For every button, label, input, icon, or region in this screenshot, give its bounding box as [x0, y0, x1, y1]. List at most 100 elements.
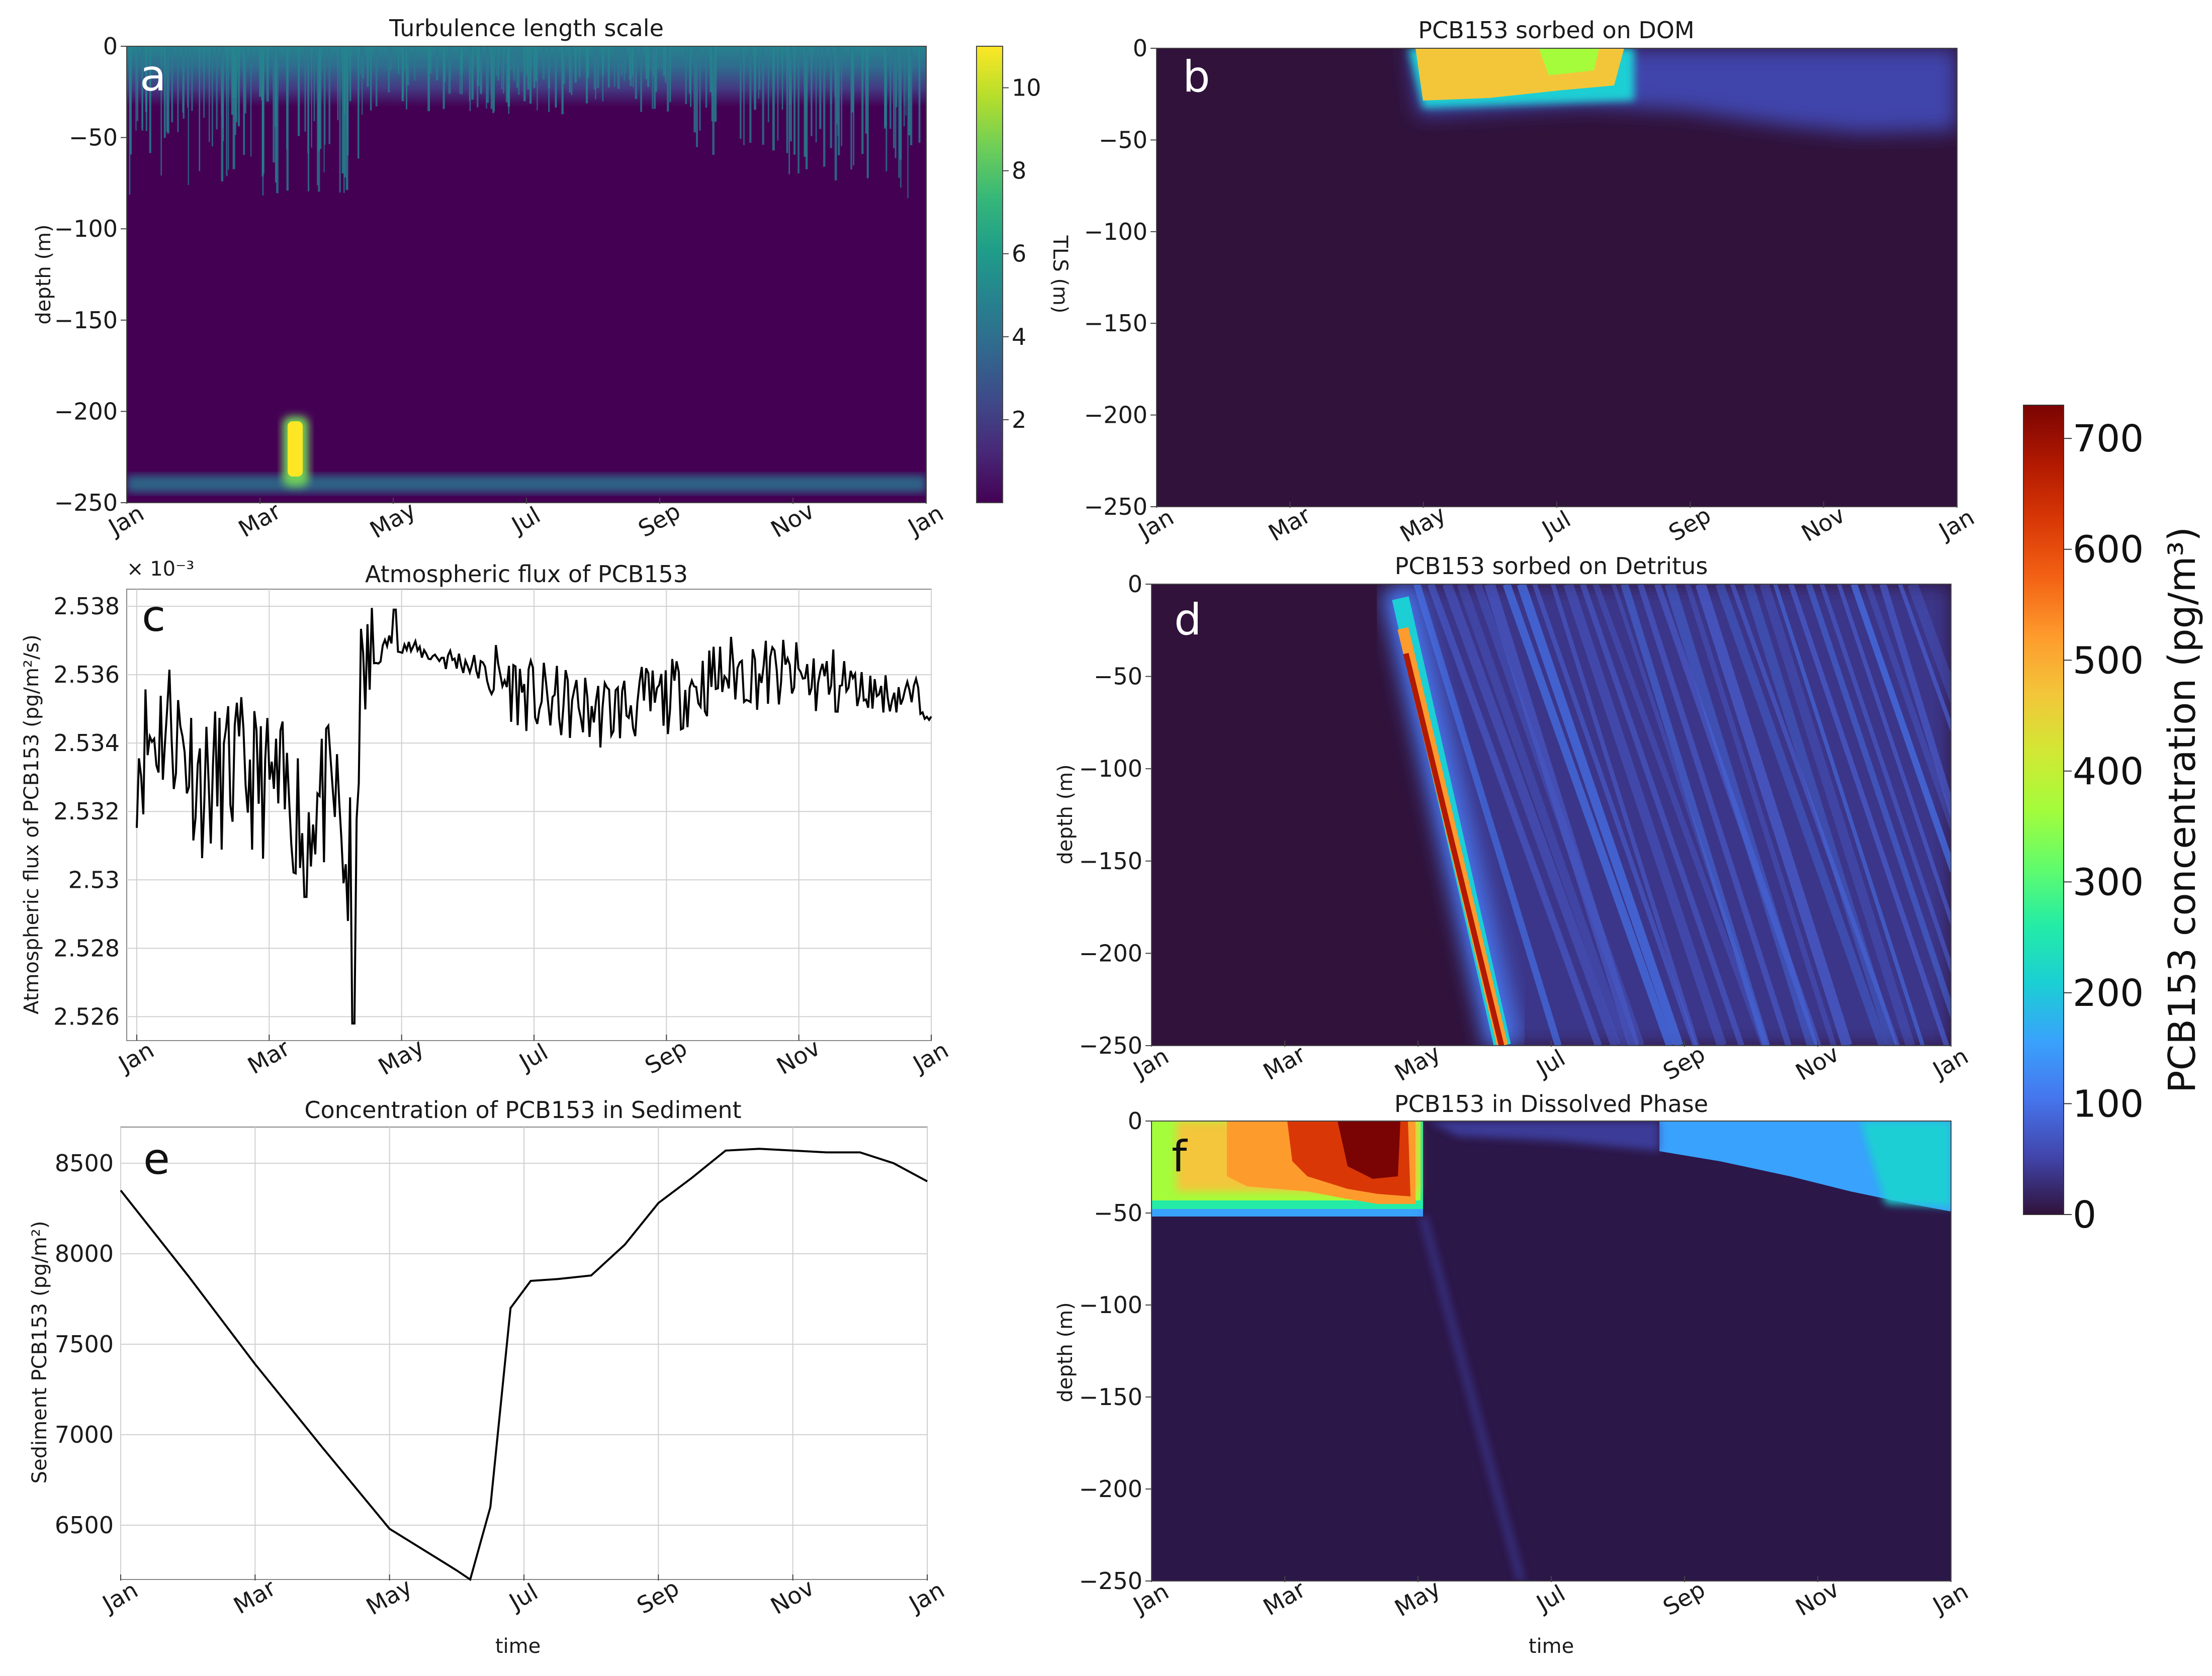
panel-d-letter: d	[1174, 595, 1202, 645]
panel-d-streak	[1806, 584, 1951, 1019]
panel-a-heatmap	[127, 46, 926, 503]
panel-d-streak	[1837, 584, 1951, 927]
panel-c: Atmospheric flux of PCB153 × 10⁻³ c 2.52…	[20, 557, 953, 1080]
panel-c-xtick-label: Jan	[113, 1036, 158, 1078]
panel-e-xtick-label: Nov	[766, 1573, 819, 1620]
panel-f-summer-layer	[1428, 1121, 1659, 1151]
panel-b-ytick-label: −150	[1084, 310, 1147, 337]
panel-b-ytick-label: −250	[1084, 493, 1147, 520]
panel-a-ytick-label: −100	[54, 215, 118, 242]
panel-f-xtick-label: Nov	[1791, 1575, 1844, 1621]
panel-d-streak	[1637, 584, 1792, 1046]
tls-colorbar-tick-label: 10	[1012, 74, 1041, 102]
panel-a-xtick-label: Jul	[506, 501, 545, 539]
panel-c-xtick-label: Jul	[513, 1038, 553, 1076]
panel-c-ytick-label: 2.538	[53, 593, 120, 620]
tls-colorbar-label: TLS (m)	[1048, 235, 1072, 314]
panel-d-streak	[1715, 584, 1888, 1046]
panel-f-y-ticks: 0 −50 −100 −150 −200 −250	[1079, 1107, 1152, 1595]
panel-a-letter: a	[140, 51, 166, 101]
panel-a: Turbulence length scale a 0 −50 −100 −150 −2…	[32, 15, 1072, 543]
panel-b-y-ticks: 0 −50 −100 −150 −200 −250	[1084, 35, 1157, 520]
panel-b-xtick-label: Nov	[1797, 501, 1849, 547]
pcb-colorbar-tick-label: 700	[2073, 417, 2144, 460]
panel-d-streak	[1759, 584, 1915, 1046]
panel-b-heatmap	[1157, 48, 1957, 507]
panel-a-ytick-label: −50	[69, 124, 118, 151]
panel-e-xtick-label: Jan	[903, 1576, 949, 1618]
panel-c-series-line	[136, 608, 932, 1025]
pcb-colorbar-ticks: 0 100 200 300 400 500 600 700	[2064, 417, 2144, 1237]
panel-c-xtick-label: Jan	[907, 1036, 953, 1078]
panel-a-title: Turbulence length scale	[389, 15, 664, 42]
panel-c-multiplier: × 10⁻³	[127, 557, 194, 581]
panel-c-title: Atmospheric flux of PCB153	[365, 561, 688, 588]
panel-b-x-ticks: Jan Mar May Jul Sep Nov Jan	[1132, 500, 1979, 547]
panel-d-streak	[1532, 584, 1698, 1046]
panel-d-xtick-label: Mar	[1259, 1040, 1310, 1085]
panel-e-ytick-label: 8500	[55, 1150, 114, 1177]
panel-f-heatmap	[1152, 1121, 1951, 1581]
panel-d-ylabel: depth (m)	[1054, 764, 1077, 864]
pcb-colorbar-tick-label: 600	[2073, 528, 2144, 572]
pcb-colorbar-label: PCB153 concentration (pg/m³)	[2161, 527, 2204, 1093]
panel-e-ytick-label: 7000	[55, 1421, 114, 1448]
panel-c-y-ticks: 2.526 2.528 2.53 2.532 2.534 2.536 2.538	[53, 593, 120, 1030]
pcb-colorbar-tick-label: 400	[2073, 750, 2144, 793]
panel-d-streak	[1457, 584, 1629, 1046]
panel-a-xtick-label: Nov	[766, 497, 819, 543]
panel-e-letter: e	[143, 1134, 170, 1184]
panel-d-streak	[1743, 584, 1897, 1046]
panel-b-ytick-label: 0	[1133, 35, 1147, 62]
panel-c-ytick-label: 2.528	[53, 935, 120, 962]
panel-f-peak-core	[1338, 1121, 1400, 1179]
panel-f-xtick-label: Sep	[1658, 1575, 1710, 1621]
panel-f: PCB153 in Dissolved Phase f 0 −50 −100 −150…	[1054, 1090, 1973, 1658]
panel-d-streak	[1413, 584, 1562, 1046]
panel-f-ytick-label: 0	[1128, 1107, 1142, 1135]
panel-e-xtick-label: Sep	[632, 1574, 683, 1619]
panel-f-xtick-label: Jul	[1531, 1579, 1570, 1618]
panel-d-streak	[1695, 584, 1852, 1046]
tls-colorbar-bar	[976, 46, 1003, 503]
panel-d-pulse-core	[1403, 653, 1505, 1046]
tls-colorbar-tick-label: 8	[1012, 157, 1026, 184]
panel-c-ytick-label: 2.534	[53, 729, 120, 757]
panel-d-streak	[1879, 584, 1951, 819]
panel-d-x-ticks: Jan Mar May Jul Sep Nov Jan	[1127, 1039, 1973, 1086]
panel-a-ytick-label: −200	[54, 398, 118, 425]
panel-e-grid	[120, 1127, 928, 1579]
panel-c-grid	[127, 589, 932, 1041]
panel-f-xtick-label: Mar	[1259, 1575, 1310, 1621]
panel-d-streak	[1907, 584, 1951, 705]
panel-d-streak	[1773, 584, 1925, 1046]
panel-e: Concentration of PCB153 in Sediment e 65…	[28, 1096, 949, 1658]
panel-d-streak	[1850, 584, 1951, 875]
panel-d-streak	[1580, 584, 1744, 1046]
panel-e-xtick-label: Mar	[229, 1574, 280, 1619]
pcb-colorbar-tick-label: 500	[2073, 639, 2144, 682]
panel-e-ytick-label: 7500	[55, 1331, 114, 1358]
panel-a-xtick-label: Jan	[902, 499, 948, 541]
panel-c-ylabel: Atmospheric flux of PCB153 (pg/m²/s)	[20, 634, 43, 1014]
panel-c-letter: c	[142, 591, 165, 641]
panel-b-xtick-label: Mar	[1264, 501, 1315, 546]
panel-b-ytick-label: −50	[1099, 126, 1147, 153]
panel-e-ytick-label: 8000	[55, 1240, 114, 1267]
panel-d-xtick-label: Jan	[1927, 1042, 1973, 1084]
panel-e-title: Concentration of PCB153 in Sediment	[304, 1096, 741, 1124]
panel-d-streak	[1517, 584, 1684, 1046]
panel-d: PCB153 sorbed on Detritus d 0 −50 −100 −150…	[1054, 552, 1973, 1086]
panel-d-xtick-label: Nov	[1791, 1040, 1844, 1086]
panel-d-streak	[1592, 584, 1767, 1046]
panel-f-xlabel: time	[1529, 1635, 1574, 1658]
pcb-colorbar: 0 100 200 300 400 500 600 700 PCB153 concentrat…	[2023, 405, 2204, 1237]
panel-f-xtick-label: Jan	[1927, 1577, 1973, 1620]
panel-a-xtick-label: Mar	[234, 497, 285, 542]
panel-d-streak	[1685, 584, 1836, 1046]
panel-d-heatmap	[1152, 584, 1951, 1046]
panel-b-letter: b	[1183, 52, 1210, 102]
tls-colorbar-tick-label: 6	[1012, 240, 1026, 267]
panel-c-ytick-label: 2.526	[53, 1003, 120, 1030]
